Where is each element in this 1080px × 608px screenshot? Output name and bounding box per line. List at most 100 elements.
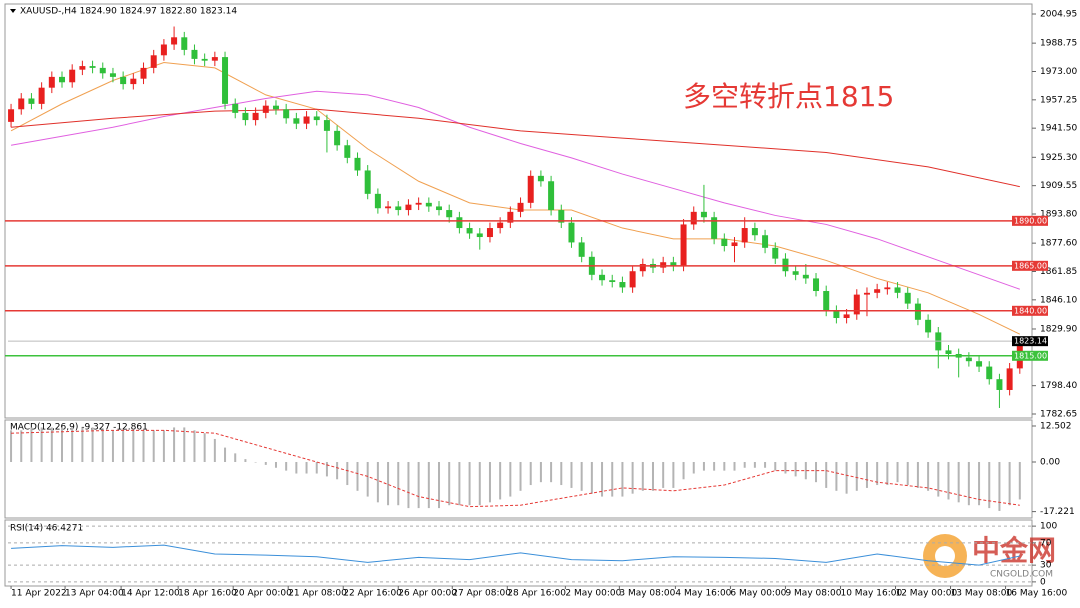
candle-body xyxy=(884,287,891,290)
candle-body xyxy=(599,274,606,281)
candle-body xyxy=(537,175,544,182)
macd-bar xyxy=(937,462,940,497)
candle-body xyxy=(609,280,616,283)
macd-bar xyxy=(173,427,176,462)
candle-body xyxy=(181,37,188,50)
macd-bar xyxy=(203,433,206,462)
candle-body xyxy=(751,228,758,236)
macd-bar xyxy=(560,462,563,486)
y-tick-label: 1877.60 xyxy=(1040,239,1077,249)
y-tick-label: -17.221 xyxy=(1040,507,1075,517)
macd-bar xyxy=(325,462,328,477)
macd-bar xyxy=(876,462,879,486)
candle-body xyxy=(568,222,575,243)
macd-bar xyxy=(10,430,13,462)
level-label: 1815.00 xyxy=(1014,351,1047,360)
macd-bar xyxy=(50,427,53,462)
x-tick-label: 10 May 16:00 xyxy=(840,589,902,599)
macd-bar xyxy=(651,462,654,491)
macd-bar xyxy=(417,462,420,509)
x-tick-label: 20 Apr 00:00 xyxy=(233,589,292,599)
macd-bar xyxy=(356,462,359,491)
candle-body xyxy=(690,211,697,225)
x-tick-label: 9 May 08:00 xyxy=(785,589,841,599)
macd-bar xyxy=(407,462,410,509)
candle-body xyxy=(130,78,137,85)
x-tick-label: 6 May 00:00 xyxy=(730,589,786,599)
candle-body xyxy=(364,170,371,194)
macd-bar xyxy=(122,430,125,462)
macd-bar xyxy=(529,462,532,486)
annotation: 多空转折点1815 xyxy=(683,80,894,113)
logo-inner xyxy=(935,546,955,566)
candle-body xyxy=(914,303,921,320)
macd-bar xyxy=(285,462,288,471)
y-tick-label: 0 xyxy=(1040,577,1046,587)
macd-bar xyxy=(71,427,74,462)
candle-body xyxy=(904,292,911,304)
candle-body xyxy=(558,210,565,223)
candle-body xyxy=(925,319,932,333)
macd-bar xyxy=(998,462,1001,511)
macd-bar xyxy=(865,462,868,488)
candle-body xyxy=(69,69,76,83)
candle-body xyxy=(813,278,820,292)
macd-bar xyxy=(539,462,542,483)
x-tick-label: 18 Apr 16:00 xyxy=(178,589,237,599)
candle-body xyxy=(619,282,626,288)
candle-body xyxy=(711,217,718,239)
current-price-box xyxy=(1012,336,1048,347)
macd-bar xyxy=(835,462,838,491)
macd-bar xyxy=(978,462,981,506)
level-box xyxy=(1012,215,1048,226)
macd-bar xyxy=(244,459,247,462)
macd-bar xyxy=(723,462,726,471)
macd-bar xyxy=(845,462,848,494)
macd-bar xyxy=(753,462,756,468)
candle-body xyxy=(303,116,310,124)
candle-body xyxy=(283,109,290,119)
candle-body xyxy=(48,76,55,88)
macd-bar xyxy=(132,430,135,462)
macd-bar xyxy=(580,462,583,491)
macd-bar xyxy=(692,462,695,474)
candle-body xyxy=(374,193,381,209)
candle-body xyxy=(171,37,178,45)
macd-bar xyxy=(478,462,481,506)
x-tick-label: 4 May 16:00 xyxy=(675,589,731,599)
candle-body xyxy=(405,204,412,211)
x-tick-label: 14 Apr 12:00 xyxy=(121,589,180,599)
macd-bar xyxy=(611,462,614,497)
candle-body xyxy=(874,289,881,293)
level-label: 1840.00 xyxy=(1014,306,1047,315)
y-tick-label: 1846.10 xyxy=(1040,295,1077,305)
macd-bar xyxy=(855,462,858,491)
candle-body xyxy=(201,58,208,61)
candle-body xyxy=(762,235,769,248)
candle-body xyxy=(986,366,993,380)
candle-body xyxy=(772,247,779,259)
main-panel xyxy=(4,3,1033,419)
candle-body xyxy=(863,292,870,295)
macd-bar xyxy=(274,462,277,468)
y-tick-label: 30 xyxy=(1040,561,1052,571)
candle-body xyxy=(150,55,157,68)
y-tick-label: 1861.85 xyxy=(1040,267,1077,277)
y-tick-label: 12.502 xyxy=(1040,421,1072,431)
macd-bar xyxy=(30,427,33,462)
candle-body xyxy=(823,291,830,311)
macd-bar xyxy=(254,462,257,463)
level-label: 1890.00 xyxy=(1014,216,1047,225)
macd-bar xyxy=(947,462,950,500)
candle-body xyxy=(548,181,555,211)
macd-bar xyxy=(570,462,573,488)
macd-label: MACD(12,26,9) -9.327 -12.861 xyxy=(10,423,148,433)
candle-body xyxy=(639,264,646,272)
candle-body xyxy=(853,294,860,315)
watermark-sub: CNGOLD.COM xyxy=(990,570,1053,580)
macd-bar xyxy=(957,462,960,503)
x-tick-label: 13 May 08:00 xyxy=(951,589,1013,599)
macd-bar xyxy=(815,462,818,483)
